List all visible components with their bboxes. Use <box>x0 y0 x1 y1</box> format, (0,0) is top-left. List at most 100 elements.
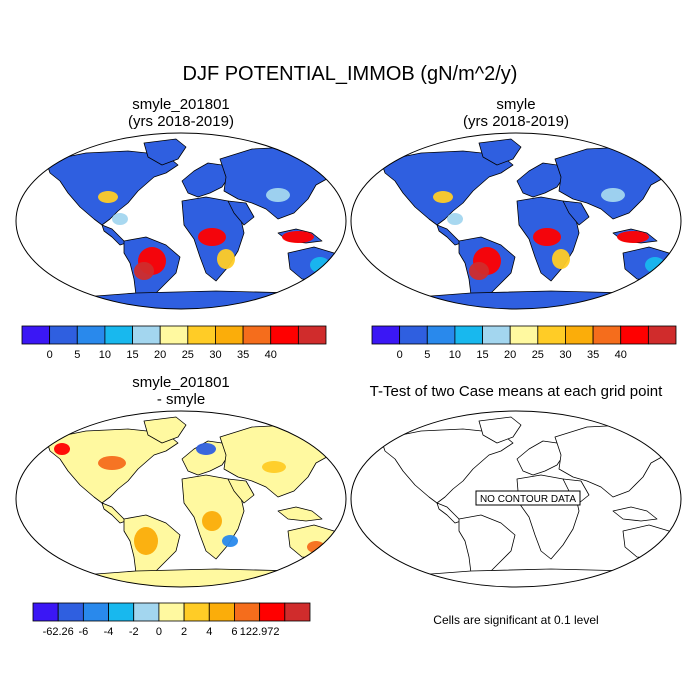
panel-3-map-amazon-mixed <box>134 527 158 555</box>
panel-2-map-maritime-high <box>617 231 649 243</box>
panel-1-map-mexico-low <box>112 213 128 225</box>
significance-note: Cells are significant at 0.1 level <box>433 613 599 627</box>
panel-3-map-map-border <box>15 410 347 588</box>
colorbar-panel-1-swatch-8 <box>242 325 272 345</box>
panel-4-title: T-Test of two Case means at each grid po… <box>369 383 663 400</box>
colorbar-panel-1-tick-label: 25 <box>182 349 194 361</box>
no-contour-box: NO CONTOUR DATA <box>475 490 581 506</box>
panel-2-map-greenland-land <box>478 138 522 166</box>
colorbar-panel-2-swatch-9 <box>620 325 649 345</box>
colorbar-panel-1-swatch-1 <box>49 325 78 345</box>
panel-1-map-maritime-high <box>282 231 314 243</box>
colorbar-panel-3-tick-label: -4 <box>104 626 114 638</box>
colorbar-panel-2-tick-label: 35 <box>587 349 599 361</box>
panel-2-map-us-southeast-mid <box>433 191 453 203</box>
colorbar-panel-1-swatch-10 <box>297 325 327 345</box>
colorbar-panel-3-tick-label: -62.26 <box>43 626 74 638</box>
colorbar-panel-1-swatch-4 <box>132 325 161 345</box>
colorbar-panel-3-swatch-4 <box>133 602 160 622</box>
panel-3-map-greenland-land <box>143 416 187 444</box>
colorbar-panel-2-swatch-3 <box>454 325 483 345</box>
colorbar-panel-3-tick-label: -6 <box>78 626 88 638</box>
colorbar-panel-2-tick-label: 20 <box>504 349 516 361</box>
colorbar-panel-2-swatch-8 <box>592 325 622 345</box>
panel-2-map-amazon-core <box>469 262 489 280</box>
figure-title: DJF POTENTIAL_IMMOB (gN/m^2/y) <box>182 63 518 85</box>
colorbar-panel-1-tick-label: 5 <box>74 349 80 361</box>
colorbar-panel-1-swatch-9 <box>270 325 299 345</box>
colorbar-panel-1-tick-label: 15 <box>126 349 138 361</box>
panel-3-title-line1: smyle_201801 <box>132 374 230 391</box>
panel-3-map-asia-mid <box>262 461 286 473</box>
colorbar-panel-1-tick-label: 40 <box>265 349 277 361</box>
colorbar-panel-3-tick-label: 6 <box>231 626 237 638</box>
colorbar-panel-3-swatch-8 <box>234 602 261 622</box>
panel-2-map-congo-high <box>533 228 561 246</box>
panel-4-map: NO CONTOUR DATA <box>350 410 682 588</box>
colorbar-panel-2-swatch-7 <box>565 325 594 345</box>
panel-1-map-southern-africa-mid <box>217 249 235 269</box>
colorbar-panel-1-tick-label: 30 <box>209 349 221 361</box>
colorbar-panel-2-swatch-1 <box>399 325 428 345</box>
panel-2-map-arabia-land <box>562 200 590 226</box>
panel-3-map-alaska-high <box>54 443 70 455</box>
colorbar-panel-2-swatch-10 <box>647 325 677 345</box>
colorbar-panel-3-tick-label: 122.972 <box>240 626 280 638</box>
colorbar-panel-2-swatch-6 <box>537 325 566 345</box>
colorbar-panel-3-swatch-3 <box>108 602 135 622</box>
colorbar-panel-3-tick-label: 2 <box>181 626 187 638</box>
colorbar-panel-1-tick-label: 10 <box>99 349 111 361</box>
panel-2-title-line1: smyle <box>496 96 536 113</box>
panel-2-map-central-america-land <box>436 224 462 246</box>
panel-3-map-us-east-high <box>98 456 126 470</box>
panel-3-map-indonesia-land <box>277 506 323 522</box>
panel-2-map-southern-africa-mid <box>552 249 570 269</box>
panel-1-map-arabia-land <box>227 200 255 226</box>
panel-3-map-central-america-land <box>101 502 127 524</box>
colorbar-panel-3-tick-label: 4 <box>206 626 212 638</box>
colorbar-panel-3-tick-label: -2 <box>129 626 139 638</box>
colorbar-panel-2-tick-label: 10 <box>449 349 461 361</box>
panel-4-map-map-border <box>350 410 682 588</box>
panel-3-map-scandinavia-low <box>196 443 216 455</box>
colorbar-panel-1-swatch-2 <box>76 325 106 345</box>
panel-4-map-central-america-land <box>436 502 462 524</box>
colorbar-panel-2-tick-label: 5 <box>424 349 430 361</box>
panel-1-map-china-low <box>266 188 290 202</box>
colorbar-panel-1-swatch-7 <box>215 325 244 345</box>
colorbar-panel-1-tick-label: 20 <box>154 349 166 361</box>
colorbar-panel-1-swatch-5 <box>159 325 189 345</box>
colorbar-panel-2-swatch-4 <box>482 325 511 345</box>
panel-3-map-southern-africa-low <box>222 535 238 547</box>
colorbar-panel-3: -62.26 -6 -4 -2 0 2 4 6 122.972 <box>32 602 311 638</box>
colorbar-panel-2-swatch-5 <box>509 325 539 345</box>
panel-2-map-china-low <box>601 188 625 202</box>
colorbar-panel-2-tick-label: 15 <box>476 349 488 361</box>
colorbar-panel-2-swatch-0 <box>371 325 401 345</box>
colorbar-panel-3-swatch-7 <box>208 602 235 622</box>
colorbar-panel-1-swatch-0 <box>21 325 51 345</box>
panel-1-map-map-border <box>15 132 347 310</box>
panel-2-map-australia-low <box>645 257 665 273</box>
panel-3-title-line2: - smyle <box>156 391 206 408</box>
colorbar-panel-2-tick-label: 30 <box>559 349 571 361</box>
colorbar-panel-1-tick-label: 0 <box>47 349 53 361</box>
colorbar-panel-3-swatch-9 <box>259 602 286 622</box>
colorbar-panel-1-tick-label: 35 <box>237 349 249 361</box>
colorbar-panel-2-tick-label: 0 <box>397 349 403 361</box>
panel-1-map-australia-low <box>310 257 330 273</box>
panel-4-map-greenland-land <box>478 416 522 444</box>
panel-1-map-us-southeast-mid <box>98 191 118 203</box>
panel-3-map <box>15 410 347 588</box>
colorbar-panel-3-swatch-6 <box>183 602 210 622</box>
colorbar-panel-3-swatch-2 <box>82 602 109 622</box>
panel-2-map <box>350 132 682 310</box>
panel-2-map-mexico-low <box>447 213 463 225</box>
panel-1-title-line1: smyle_201801 <box>132 96 230 113</box>
colorbar-panel-3-tick-label: 0 <box>156 626 162 638</box>
panel-1-title-line2: (yrs 2018-2019) <box>128 113 234 130</box>
panel-1-map-amazon-core <box>134 262 154 280</box>
colorbar-panel-1: 0 5 10 15 20 25 30 35 40 <box>21 325 327 361</box>
colorbar-panel-3-swatch-10 <box>284 602 311 622</box>
